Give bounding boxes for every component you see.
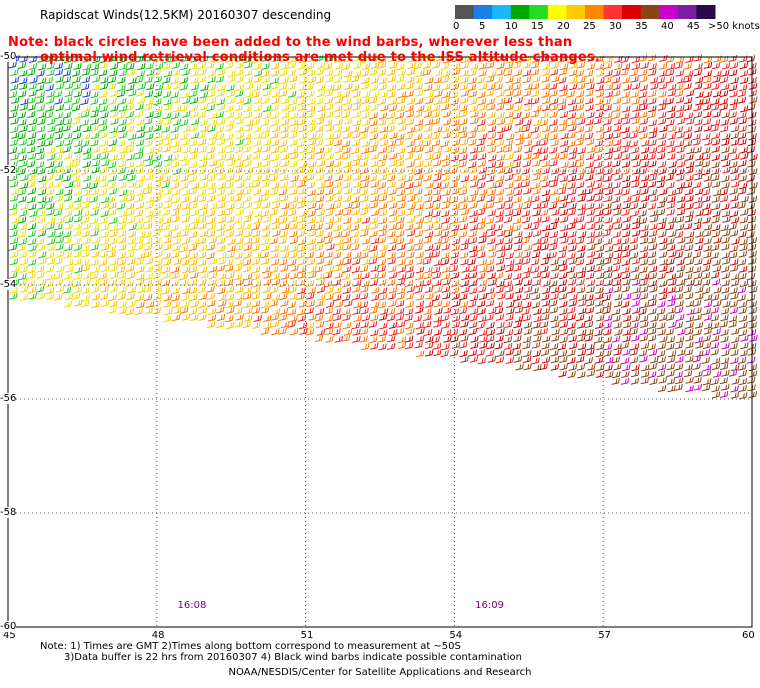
y-tick-label: -56 [0, 393, 17, 404]
legend-tick-label: 20 [557, 21, 570, 32]
x-tick-label: 60 [742, 630, 755, 641]
wind-barb-group [27, 54, 614, 330]
legend-swatch [585, 5, 605, 19]
color-legend [455, 5, 716, 19]
wind-barb-group [136, 54, 729, 358]
legend-tick-label: 0 [453, 21, 460, 32]
plot-frame [7, 56, 753, 628]
legend-swatch [529, 5, 549, 19]
y-tick-label: -58 [0, 507, 17, 518]
legend-last-label: >50 knots [708, 21, 760, 32]
map-grid [8, 57, 752, 627]
wind-barb-group [378, 55, 758, 378]
legend-swatch [640, 5, 660, 19]
time-label: 16:09 [475, 600, 504, 611]
wind-barb-group [253, 54, 757, 365]
x-tick-label: 45 [3, 630, 16, 641]
legend-swatch [566, 5, 586, 19]
wind-barb-group [8, 54, 334, 300]
x-tick-label: 54 [449, 630, 463, 641]
legend-tick-label: 5 [479, 21, 486, 32]
footer-line-1: Note: 1) Times are GMT 2)Times along bot… [40, 641, 461, 652]
legend-swatch [492, 5, 512, 19]
chart-title: Rapidscat Winds(12.5KM) 20160307 descend… [40, 8, 332, 22]
y-tick-label: -50 [0, 51, 17, 62]
note-line-1: Note: black circles have been added to t… [8, 35, 573, 50]
note-line-2: optimal wind retrieval conditions are me… [40, 50, 601, 65]
legend-tick-label: 10 [505, 21, 518, 32]
x-tick-label: 51 [300, 630, 314, 641]
legend-swatch [659, 5, 679, 19]
y-tick-label: -54 [0, 279, 17, 290]
footer-line-2: 3)Data buffer is 22 hrs from 20160307 4)… [64, 652, 522, 663]
legend-swatch [510, 5, 530, 19]
legend-tick-label: 45 [687, 21, 700, 32]
legend-tick-label: 35 [635, 21, 648, 32]
legend-swatch [677, 5, 697, 19]
wind-barbs-layer [8, 54, 758, 400]
legend-swatch [547, 5, 567, 19]
wind-barb-group [8, 54, 209, 251]
x-tick-label: 57 [598, 630, 611, 641]
legend-swatch [455, 5, 475, 19]
time-label: 16:08 [177, 600, 207, 611]
wind-barb-group [451, 96, 758, 400]
legend-swatch [696, 5, 716, 19]
legend-swatch [603, 5, 623, 19]
legend-swatch [473, 5, 493, 19]
legend-tick-label: 30 [609, 21, 622, 32]
x-tick-label: 48 [151, 630, 165, 641]
legend-swatch [622, 5, 642, 19]
y-tick-label: -52 [0, 165, 17, 176]
wind-barb-group [9, 54, 450, 323]
footer-credit: NOAA/NESDIS/Center for Satellite Applica… [228, 667, 532, 678]
legend-tick-label: 25 [583, 21, 596, 32]
y-tick-label: -60 [0, 621, 17, 632]
legend-tick-label: 40 [661, 21, 674, 32]
legend-tick-label: 15 [531, 21, 544, 32]
